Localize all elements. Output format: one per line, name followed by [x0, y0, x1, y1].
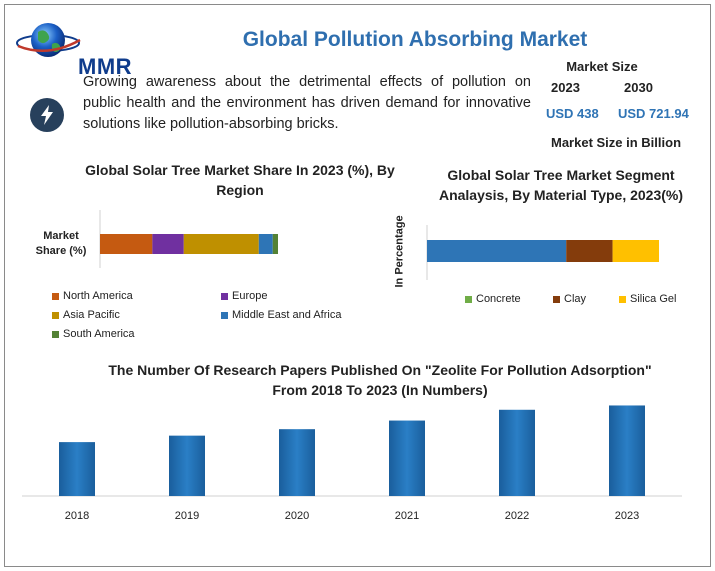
bar-segment-blue	[427, 240, 567, 262]
bar-2019	[169, 435, 205, 496]
chart-material-title: Global Solar Tree Market Segment Analays…	[438, 167, 684, 204]
chart-material-ylabel: In Percentage	[393, 215, 406, 288]
legend-label: Clay	[564, 293, 587, 305]
chart-region-category-label: Market Share (%)	[35, 230, 87, 257]
bar-2020	[279, 429, 315, 496]
legend-south-america: South America	[52, 328, 135, 340]
outer-border	[4, 4, 711, 567]
market-size-year-start: 2023	[551, 80, 580, 95]
logo: MMR	[14, 16, 144, 79]
legend-asia-pacific: Asia Pacific	[52, 309, 120, 321]
market-size-value-end: USD 721.94	[618, 106, 689, 121]
intro-paragraph: Growing awareness about the detrimental …	[83, 74, 531, 133]
market-size-year-end: 2030	[624, 80, 653, 95]
bar-segment-middle-east-africa	[258, 234, 273, 254]
legend-label: Europe	[232, 290, 268, 302]
legend-concrete: Concrete	[465, 293, 521, 305]
market-size-title: Market Size	[566, 59, 638, 74]
chart-papers-plot: 2018 2019 2020 2021 2022 2023	[22, 405, 682, 522]
x-tick-label: 2023	[615, 510, 639, 522]
x-tick-label: 2022	[505, 510, 529, 522]
x-tick-label: 2021	[395, 510, 419, 522]
market-size-unit-label: Market Size in Billion	[550, 135, 682, 150]
legend-silica-gel: Silica Gel	[619, 293, 676, 305]
chart-region-title: Global Solar Tree Market Share In 2023 (…	[85, 162, 395, 199]
x-tick-label: 2019	[175, 510, 199, 522]
chart-material-plot	[426, 225, 659, 280]
legend-clay: Clay	[553, 293, 586, 305]
legend-europe: Europe	[221, 290, 267, 302]
bar-segment-silica-gel	[612, 240, 659, 262]
bar-2023	[609, 405, 645, 496]
legend-label: Asia Pacific	[63, 309, 120, 321]
chart-region-plot	[99, 210, 278, 268]
chart-papers-title: The Number Of Research Papers Published …	[108, 362, 652, 399]
bar-2022	[499, 409, 535, 496]
lightning-bolt-icon	[30, 98, 64, 132]
x-tick-label: 2020	[285, 510, 309, 522]
bar-segment-asia-pacific	[183, 234, 259, 254]
bar-2021	[389, 420, 425, 496]
bar-segment-europe	[152, 234, 184, 254]
legend-label: South America	[63, 328, 135, 340]
legend-label: Concrete	[476, 293, 521, 305]
bar-segment-north-america	[100, 234, 153, 254]
legend-label: Middle East and Africa	[232, 309, 342, 321]
globe-icon	[16, 23, 81, 57]
x-tick-label: 2018	[65, 510, 89, 522]
bar-2018	[59, 442, 95, 496]
bar-segment-south-america	[272, 234, 278, 254]
legend-label: North America	[63, 290, 133, 302]
logo-text: MMR	[78, 54, 133, 79]
page-title: Global Pollution Absorbing Market	[242, 28, 588, 51]
bar-segment-clay	[566, 240, 613, 262]
legend-middle-east-africa: Middle East and Africa	[221, 309, 341, 321]
market-size-value-start: USD 438	[546, 106, 599, 121]
legend-north-america: North America	[52, 290, 133, 302]
legend-label: Silica Gel	[630, 293, 677, 305]
